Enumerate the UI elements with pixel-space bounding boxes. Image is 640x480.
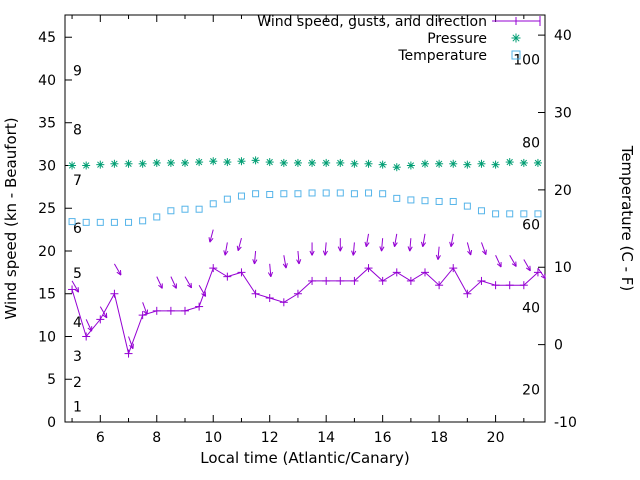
svg-text:8: 8 <box>73 123 82 139</box>
svg-text:30: 30 <box>554 105 572 121</box>
svg-text:8: 8 <box>152 430 161 446</box>
y2-axis-label: Temperature (C - F) <box>618 145 636 292</box>
svg-text:10: 10 <box>38 329 56 345</box>
svg-text:16: 16 <box>374 430 392 446</box>
svg-text:-10: -10 <box>554 415 577 431</box>
legend: Wind speed, gusts, and directionPressure… <box>257 14 541 64</box>
svg-text:40: 40 <box>554 28 572 44</box>
svg-text:0: 0 <box>554 338 563 354</box>
svg-text:3: 3 <box>73 349 82 365</box>
svg-text:14: 14 <box>317 430 335 446</box>
svg-text:25: 25 <box>38 201 56 217</box>
x-axis-label: Local time (Atlantic/Canary) <box>200 449 410 467</box>
svg-text:60: 60 <box>522 217 540 233</box>
svg-text:6: 6 <box>96 430 105 446</box>
svg-text:10: 10 <box>554 260 572 276</box>
svg-text:80: 80 <box>522 135 540 151</box>
wind-speed-series <box>68 264 542 358</box>
svg-text:4: 4 <box>73 315 82 331</box>
svg-text:9: 9 <box>73 64 82 80</box>
svg-text:10: 10 <box>204 430 222 446</box>
pressure-series <box>68 156 542 172</box>
svg-text:12: 12 <box>261 430 279 446</box>
svg-text:6: 6 <box>73 221 82 237</box>
svg-text:45: 45 <box>38 30 56 46</box>
temperature-series <box>68 189 542 226</box>
svg-text:1: 1 <box>73 400 82 416</box>
svg-text:20: 20 <box>487 430 505 446</box>
svg-text:20: 20 <box>522 383 540 399</box>
svg-text:2: 2 <box>73 375 82 391</box>
svg-text:Wind speed, gusts, and directi: Wind speed, gusts, and direction <box>257 14 487 30</box>
svg-text:20: 20 <box>38 244 56 260</box>
svg-text:18: 18 <box>430 430 448 446</box>
gust-direction-arrows <box>71 229 546 350</box>
svg-text:7: 7 <box>73 173 82 189</box>
beaufort-scale-labels: 1 2 3 4 5 6 7 8 9 <box>73 64 82 416</box>
svg-text:0: 0 <box>47 415 56 431</box>
plot-frame-and-axes: 6 8 10 12 14 16 18 20051015202530354045-1001020… <box>38 14 577 446</box>
svg-text:15: 15 <box>38 287 56 303</box>
svg-text:40: 40 <box>38 73 56 89</box>
svg-text:30: 30 <box>38 158 56 174</box>
y-axis-label: Wind speed (kn - Beaufort) <box>2 117 20 319</box>
svg-text:35: 35 <box>38 116 56 132</box>
svg-text:40: 40 <box>522 300 540 316</box>
svg-text:5: 5 <box>73 266 82 282</box>
svg-text:Pressure: Pressure <box>427 31 487 47</box>
svg-text:Temperature: Temperature <box>397 48 487 64</box>
svg-text:5: 5 <box>47 372 56 388</box>
svg-text:20: 20 <box>554 183 572 199</box>
svg-text:100: 100 <box>513 52 540 68</box>
